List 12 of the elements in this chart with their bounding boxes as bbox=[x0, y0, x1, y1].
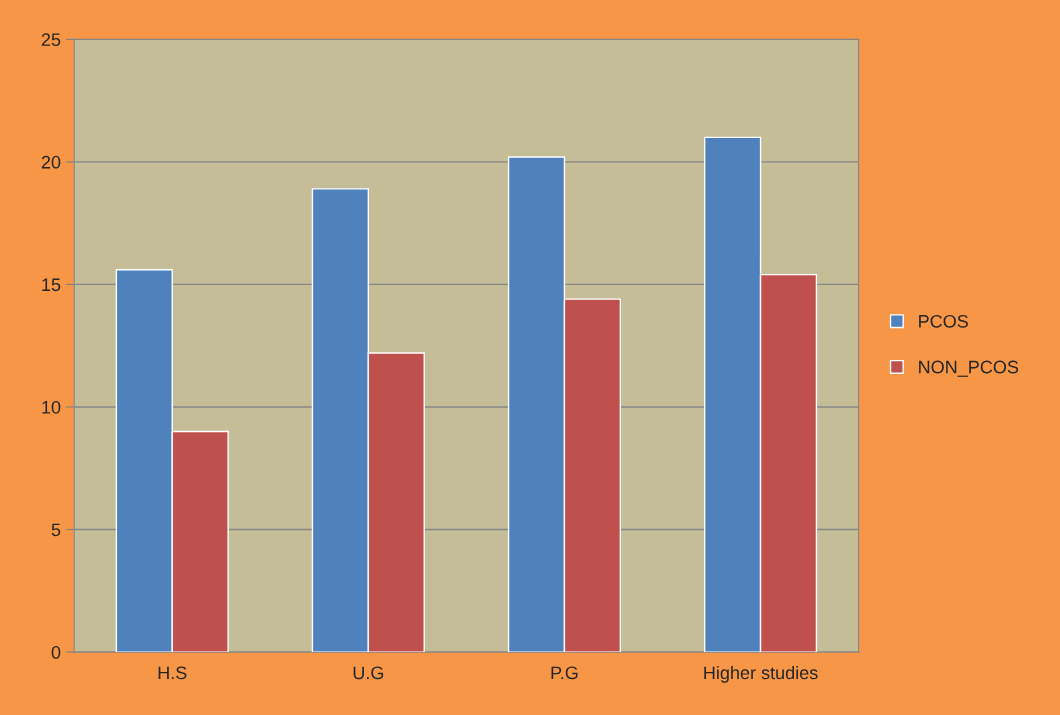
x-tick-label: H.S bbox=[158, 666, 187, 680]
y-tick-label: 15 bbox=[42, 278, 61, 292]
y-tick-label: 0 bbox=[51, 646, 61, 659]
x-tick-label: P.G bbox=[551, 666, 578, 680]
x-tick-label: U.G bbox=[353, 666, 384, 680]
y-tick-label: 20 bbox=[41, 155, 61, 169]
legend-label: PCOS bbox=[919, 314, 968, 328]
y-tick-label: 25 bbox=[41, 33, 61, 47]
y-tick-label: 10 bbox=[42, 400, 61, 414]
x-tick-label: Higher studies bbox=[704, 665, 818, 683]
y-tick-label: 5 bbox=[51, 523, 61, 537]
legend-label: NON_PCOS bbox=[919, 360, 1019, 377]
